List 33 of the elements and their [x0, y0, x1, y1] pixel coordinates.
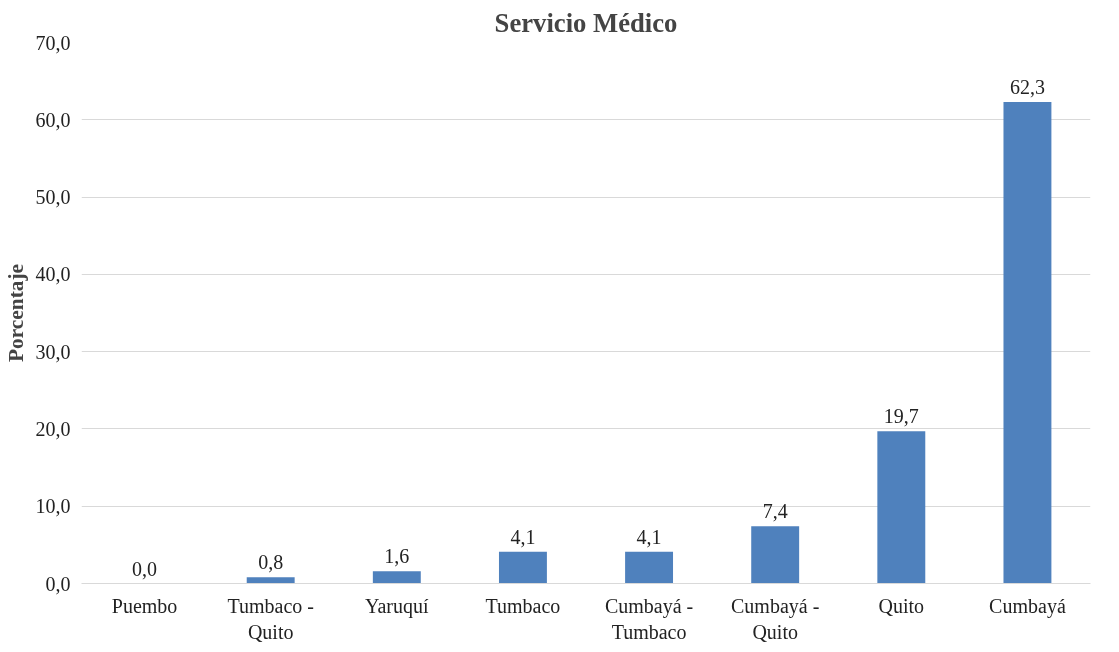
data-label: 62,3: [1009, 76, 1045, 99]
data-label: 19,7: [883, 405, 919, 428]
bar: [751, 526, 800, 584]
x-tick-label: Quito: [878, 594, 925, 617]
bar: [246, 577, 295, 584]
y-axis-title: Porcentaje: [3, 264, 28, 362]
data-label: 4,1: [510, 525, 536, 548]
data-label: 0,0: [132, 557, 158, 580]
y-tick-label: 50,0: [35, 186, 71, 209]
bar: [625, 551, 674, 584]
y-tick-label: 40,0: [35, 263, 71, 286]
y-tick-label: 0,0: [45, 572, 71, 595]
bar: [877, 431, 926, 584]
bar: [1003, 102, 1052, 584]
y-tick-label: 70,0: [35, 31, 71, 54]
x-tick-label: Yaruquí: [365, 594, 430, 618]
y-tick-label: 30,0: [35, 340, 71, 363]
bar: [372, 571, 421, 584]
x-tick-label: Cumbayá: [989, 594, 1066, 618]
data-label: 4,1: [636, 525, 662, 548]
x-tick-label: Cumbayá - Quito: [731, 594, 820, 643]
bar: [498, 551, 547, 584]
data-label: 1,6: [384, 545, 410, 568]
x-tick-label: Cumbayá - Tumbaco: [604, 594, 694, 643]
y-tick-label: 60,0: [35, 108, 71, 131]
x-tick-label: Tumbaco - Quito: [227, 594, 314, 643]
x-tick-label: Puembo: [111, 594, 178, 617]
y-tick-label: 20,0: [35, 417, 71, 440]
data-label: 0,8: [258, 551, 284, 574]
y-tick-label: 10,0: [35, 495, 71, 518]
x-tick-label: Tumbaco: [485, 594, 561, 617]
data-label: 7,4: [762, 500, 788, 523]
chart-title: Servicio Médico: [494, 7, 678, 38]
